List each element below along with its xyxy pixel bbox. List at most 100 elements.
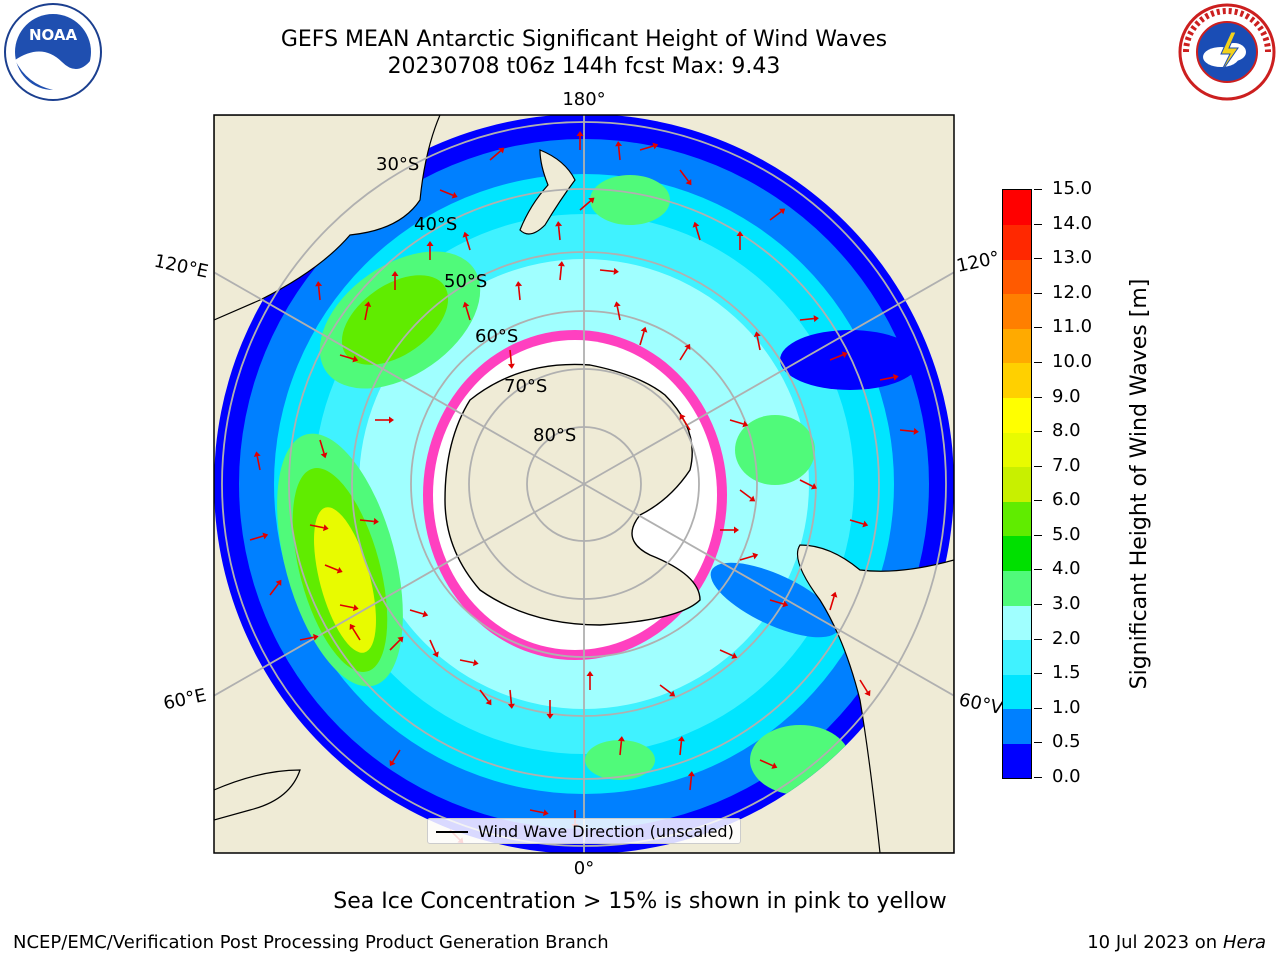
colorbar-segment xyxy=(1003,605,1031,641)
colorbar-tick-mark xyxy=(1034,777,1042,778)
wind-wave-arrow-shaft xyxy=(489,150,502,161)
wind-wave-arrow-head xyxy=(687,771,695,777)
chart-title: GEFS MEAN Antarctic Significant Height o… xyxy=(280,27,888,52)
colorbar-tick-label: 0.5 xyxy=(1052,731,1081,753)
colorbar-tick-mark xyxy=(1034,396,1042,398)
wind-wave-arrow-head xyxy=(736,231,744,236)
colorbar-tick-label: 11.0 xyxy=(1052,316,1093,338)
colorbar-tick-label: 15.0 xyxy=(1052,178,1093,199)
colorbar-tick-label: 5.0 xyxy=(1052,523,1081,545)
wind-wave-arrow-shaft xyxy=(559,265,563,281)
colorbar-tick-label: 6.0 xyxy=(1052,489,1081,511)
wind-wave-arrow-shaft xyxy=(557,225,561,241)
wind-wave-arrow-head xyxy=(830,591,838,598)
wind-wave-arrow-head xyxy=(323,524,329,532)
wind-wave-arrow-shaft xyxy=(829,354,844,361)
wind-wave-arrow-head xyxy=(555,221,563,227)
colorbar-segment xyxy=(1003,708,1031,744)
wind-wave-arrow-head xyxy=(679,413,686,420)
lon-label-180: 180° xyxy=(562,89,605,110)
wind-wave-arrow-head xyxy=(275,579,282,586)
lat-label-50: 50°S xyxy=(444,271,487,292)
wind-wave-arrow-head xyxy=(782,600,789,608)
wind-wave-arrow-shaft xyxy=(616,306,621,321)
wind-wave-arrow-head xyxy=(652,142,659,150)
wind-wave-arrow-shaft xyxy=(299,636,314,641)
map-legend: Wind Wave Direction (unscaled) xyxy=(427,818,741,844)
colorbar-tick-mark xyxy=(1034,500,1042,502)
wind-wave-arrow-head xyxy=(422,610,429,618)
wave-region xyxy=(735,415,815,485)
wind-wave-arrow-head xyxy=(864,690,871,697)
wind-wave-arrow-head xyxy=(462,231,470,238)
wind-wave-arrow-shaft xyxy=(465,306,471,321)
wind-wave-arrow-shaft xyxy=(769,210,782,221)
wind-wave-arrow-head xyxy=(336,566,343,574)
lat-label-70: 70°S xyxy=(504,376,547,397)
wind-wave-arrow-shaft xyxy=(639,331,645,346)
wind-wave-arrow-head xyxy=(313,633,319,641)
wind-wave-arrow-shaft xyxy=(639,145,654,151)
wind-wave-arrow-head xyxy=(485,699,492,706)
wind-wave-arrows xyxy=(249,131,919,844)
wind-wave-arrow-head xyxy=(432,651,439,658)
wind-wave-arrow-shaft xyxy=(351,627,361,641)
wind-wave-arrow-shaft xyxy=(759,759,774,767)
wind-wave-arrow-head xyxy=(692,221,700,228)
wind-wave-arrow-shaft xyxy=(579,200,592,211)
wind-wave-arrow-head xyxy=(349,623,356,630)
antarctica-land xyxy=(444,363,701,626)
colorbar-segment xyxy=(1003,466,1031,502)
wind-wave-arrow-head xyxy=(352,355,359,363)
wind-wave-arrow-shaft xyxy=(729,419,744,425)
wind-wave-arrow-shaft xyxy=(389,639,401,651)
colorbar-tick-mark xyxy=(1034,361,1042,363)
lon-label-120e: 120°E xyxy=(152,251,210,283)
wind-wave-arrow-shaft xyxy=(364,306,369,321)
wind-wave-arrow-shaft xyxy=(317,285,321,301)
wind-wave-arrow-shaft xyxy=(339,604,354,609)
wind-wave-arrow-head xyxy=(462,301,470,308)
colorbar-tick-label: 7.0 xyxy=(1052,454,1081,476)
wind-wave-arrow-head xyxy=(752,552,759,560)
wind-wave-arrow-head xyxy=(389,760,396,767)
wind-wave-arrow-shaft xyxy=(769,599,784,605)
wind-wave-arrow-shaft xyxy=(619,740,623,756)
wind-wave-arrow-head xyxy=(543,809,549,817)
footer-credit: NCEP/EMC/Verification Post Processing Pr… xyxy=(13,932,609,953)
wind-wave-arrow-head xyxy=(576,131,584,136)
wind-wave-arrow-shaft xyxy=(879,376,894,381)
wave-region xyxy=(710,562,840,638)
africa-land xyxy=(214,769,301,821)
wind-wave-arrow-shaft xyxy=(679,740,683,756)
wind-wave-arrow-head xyxy=(669,690,676,697)
wind-wave-arrow-head xyxy=(615,141,623,147)
colorbar-title-text: Significant Height of Wind Waves [m] xyxy=(1127,278,1152,690)
wind-wave-arrow-shaft xyxy=(799,479,813,487)
lon-label-60e: 60°E xyxy=(162,685,209,715)
wind-wave-arrow-head xyxy=(353,604,359,612)
wind-wave-arrow-head xyxy=(262,532,269,540)
wind-wave-arrow-shaft xyxy=(529,809,544,814)
wave-region xyxy=(314,507,376,653)
wind-wave-arrow-shaft xyxy=(509,689,513,705)
colorbar-tick-mark xyxy=(1034,258,1042,260)
colorbar-segment xyxy=(1003,397,1031,433)
colorbar xyxy=(1002,189,1032,779)
wind-wave-arrow-head xyxy=(373,517,379,525)
wind-wave-arrow-head xyxy=(613,267,619,275)
colorbar-title: Significant Height of Wind Waves [m] xyxy=(1100,189,1180,779)
wind-wave-arrow-head xyxy=(771,762,778,769)
wind-wave-arrow-head xyxy=(364,301,372,307)
colorbar-tick-mark xyxy=(1034,569,1042,571)
wind-wave-arrow-shaft xyxy=(439,189,454,196)
wind-wave-arrow-head xyxy=(731,652,738,659)
wind-wave-arrow-head xyxy=(473,659,479,667)
colorbar-tick-mark xyxy=(1034,431,1042,433)
nws-logo-icon xyxy=(1178,3,1276,101)
wind-wave-arrow-head xyxy=(515,281,523,287)
wind-wave-arrow-head xyxy=(498,147,505,154)
colorbar-tick-mark xyxy=(1034,465,1042,467)
colorbar-segment xyxy=(1003,743,1031,779)
